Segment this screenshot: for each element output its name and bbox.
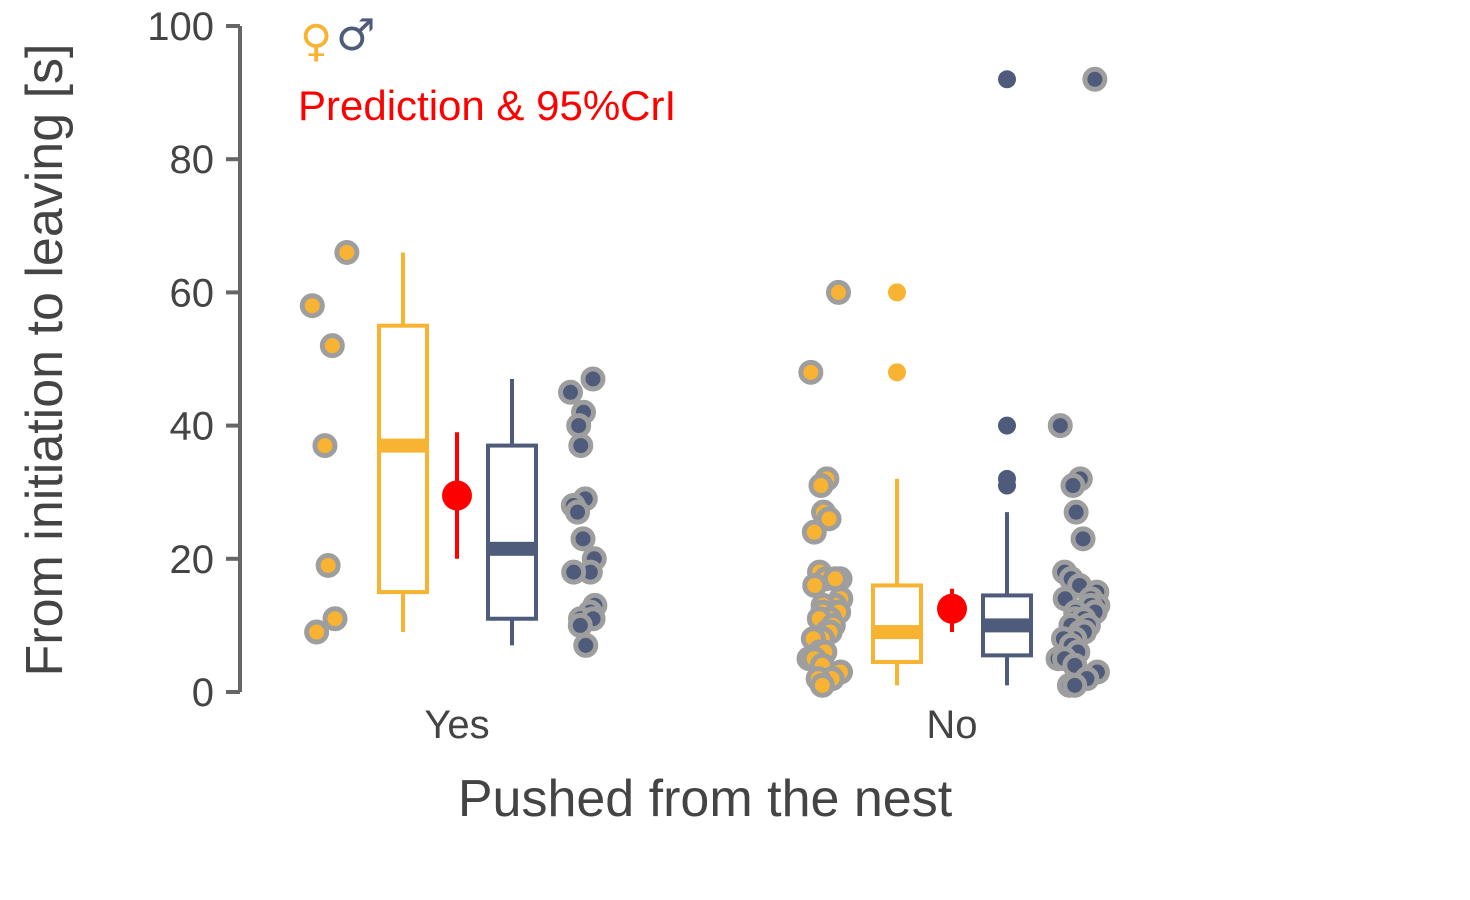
y-axis: 0 20 40 60 80 100 — [147, 5, 242, 715]
female-point — [312, 433, 338, 459]
prediction-point — [937, 593, 967, 624]
y-tick-label: 60 — [170, 271, 215, 315]
female-point — [322, 606, 348, 632]
male-point — [1082, 66, 1108, 92]
female-point — [808, 473, 834, 499]
male-point — [573, 632, 599, 658]
female-median — [873, 625, 921, 640]
male-outlier — [998, 476, 1016, 495]
male-point — [567, 612, 593, 638]
female-box — [377, 323, 429, 595]
female-point — [809, 672, 835, 698]
male-median — [983, 618, 1031, 633]
prediction-label: Prediction & 95%CrI — [298, 82, 676, 129]
female-point — [304, 619, 330, 645]
prediction-point — [442, 480, 472, 511]
x-tick-label: No — [926, 703, 977, 747]
y-tick-label: 80 — [170, 138, 215, 182]
female-point — [822, 566, 848, 592]
male-point — [557, 379, 583, 405]
female-point — [816, 506, 842, 532]
male-box — [486, 443, 538, 621]
male-symbol: ♂ — [336, 10, 375, 61]
male-point — [580, 366, 606, 392]
male-point — [1070, 526, 1096, 552]
female-point — [798, 359, 824, 385]
male-point — [1063, 499, 1089, 525]
x-axis-title: Pushed from the nest — [458, 770, 953, 828]
male-point — [1047, 413, 1073, 439]
female-point — [299, 293, 325, 319]
female-point — [802, 572, 828, 598]
male-point — [568, 433, 594, 459]
female-point — [801, 519, 827, 545]
male-outlier — [998, 416, 1016, 435]
female-median — [379, 438, 427, 453]
male-median — [488, 541, 536, 556]
y-tick-label: 0 — [192, 671, 214, 715]
female-point — [315, 552, 341, 578]
female-point — [319, 333, 345, 359]
x-tick-label: Yes — [424, 703, 489, 747]
male-point — [1060, 473, 1086, 499]
legend: ♀ ♂ Prediction & 95%CrI — [298, 10, 676, 129]
female-point — [334, 239, 360, 265]
plot-area: Yes No — [299, 66, 1111, 747]
y-tick-label: 100 — [147, 5, 214, 49]
male-point — [1062, 672, 1088, 698]
y-axis-title: From initiation to leaving [s] — [16, 44, 74, 677]
female-outlier — [888, 283, 906, 302]
male-point — [561, 559, 587, 585]
male-outlier — [998, 70, 1016, 89]
female-box — [871, 583, 923, 665]
female-point — [825, 279, 851, 305]
y-tick-label: 20 — [170, 538, 215, 582]
male-point — [566, 413, 592, 439]
male-point — [570, 526, 596, 552]
male-point — [565, 499, 591, 525]
female-outlier — [888, 363, 906, 382]
y-tick-label: 40 — [170, 405, 215, 449]
female-symbol: ♀ — [300, 16, 332, 67]
